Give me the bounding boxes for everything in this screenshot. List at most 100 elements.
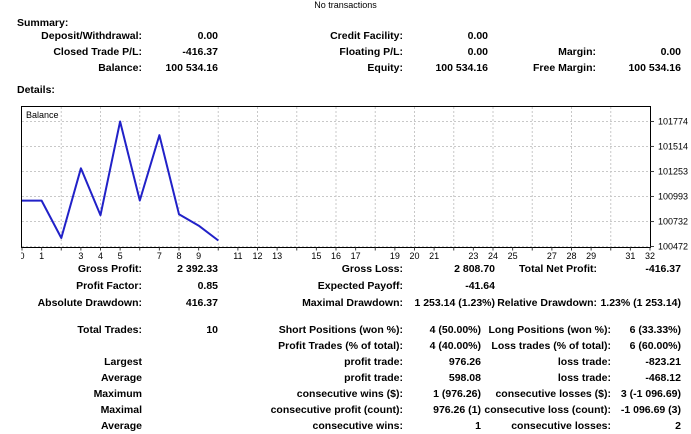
stat-value xyxy=(597,278,681,295)
stat-row: Balance: 100 534.16 Equity: 100 534.16 Free … xyxy=(0,60,681,76)
stat-label: Expected Payoff: xyxy=(317,280,403,293)
stat-label: Maximal Drawdown: xyxy=(302,297,403,310)
x-tick-label: 28 xyxy=(566,251,576,261)
stat-label: Deposit/Withdrawal: xyxy=(41,29,142,42)
stat-value: 976.26 xyxy=(448,355,481,368)
stat-label: Balance: xyxy=(98,61,142,74)
stat-value xyxy=(142,354,218,370)
stat-label: Average xyxy=(100,419,142,432)
stat-label: Credit Facility: xyxy=(330,29,403,42)
stat-value: -416.37 xyxy=(182,45,218,58)
stat-value: 0.85 xyxy=(197,280,218,293)
stat-label xyxy=(0,338,142,354)
stat-value: 1 253.14 (1.23%) xyxy=(414,297,495,310)
stat-value: 3 (-1 096.69) xyxy=(620,387,681,400)
stat-row: Deposit/Withdrawal: 0.00 Credit Facility: 0… xyxy=(0,28,681,44)
stat-value: 416.37 xyxy=(185,297,218,310)
stat-label: Closed Trade P/L: xyxy=(53,45,142,58)
stat-label: profit trade: xyxy=(344,371,403,384)
x-tick-label: 12 xyxy=(252,251,262,261)
y-tick-label: 101514 xyxy=(658,141,688,151)
stat-label: Relative Drawdown: xyxy=(497,297,597,310)
stat-value: 10 xyxy=(206,323,218,336)
x-tick-label: 21 xyxy=(429,251,439,261)
stat-label: profit trade: xyxy=(344,355,403,368)
y-tick-label: 101774 xyxy=(658,117,688,127)
stat-value: -468.12 xyxy=(645,371,681,384)
x-tick-label: 1 xyxy=(39,251,44,261)
x-tick-label: 24 xyxy=(488,251,498,261)
x-tick-label: 4 xyxy=(98,251,103,261)
x-tick-label: 9 xyxy=(196,251,201,261)
stat-value xyxy=(142,370,218,386)
stat-value: 0.00 xyxy=(467,29,488,42)
stat-value: 598.08 xyxy=(448,371,481,384)
stat-value: 0.00 xyxy=(660,45,681,58)
stat-value xyxy=(142,386,218,402)
stat-label: consecutive losses: xyxy=(511,419,611,432)
stat-label: Gross Profit: xyxy=(77,263,142,276)
x-tick-label: 31 xyxy=(625,251,635,261)
stat-row: Total Trades: 10 Short Positions (won %): 4… xyxy=(0,322,681,338)
stat-value: -1 096.69 (3) xyxy=(620,403,681,416)
y-tick-label: 101253 xyxy=(658,167,688,177)
stat-value: 1 xyxy=(475,419,481,432)
stat-value: 6 (33.33%) xyxy=(629,323,681,336)
stat-value: 2 808.70 xyxy=(454,263,495,276)
stat-value: 0.00 xyxy=(467,45,488,58)
stat-label: loss trade: xyxy=(557,371,611,384)
y-tick-label: 100732 xyxy=(658,217,688,227)
x-tick-label: 16 xyxy=(331,251,341,261)
stat-value: 1.23% (1 253.14) xyxy=(600,297,681,310)
stat-label: Profit Factor: xyxy=(76,280,142,293)
stat-value: 1 (976.26) xyxy=(433,387,481,400)
stat-row: Gross Profit: 2 392.33 Gross Loss: 2 808.70… xyxy=(0,261,681,278)
x-tick-label: 17 xyxy=(351,251,361,261)
chart-legend-balance: Balance xyxy=(26,110,59,120)
stat-label: consecutive wins ($): xyxy=(296,387,403,400)
stat-label: Short Positions (won %): xyxy=(278,323,403,336)
stat-label: Margin: xyxy=(558,45,596,58)
stat-row: Largest profit trade: 976.26 loss trade: -82… xyxy=(0,354,681,370)
stat-value xyxy=(142,402,218,418)
stat-label: consecutive profit (count): xyxy=(270,403,403,416)
stat-row: Absolute Drawdown: 416.37 Maximal Drawdown… xyxy=(0,295,681,312)
stat-value: 2 xyxy=(675,419,681,432)
stat-value: 100 534.16 xyxy=(165,61,218,74)
stat-value xyxy=(142,338,218,354)
stat-label: Absolute Drawdown: xyxy=(37,297,142,310)
x-tick-label: 20 xyxy=(409,251,419,261)
stat-label xyxy=(495,278,597,295)
stat-label: Profit Trades (% of total): xyxy=(278,339,403,352)
balance-chart: 0 1 3 4 5 7 8 9 11 12 13 15 16 17 19 20 21 23 24 25 27 28 29 31… xyxy=(21,106,688,261)
stat-row: Profit Trades (% of total): 4 (40.00%) Los… xyxy=(0,338,681,354)
stat-label: Floating P/L: xyxy=(339,45,403,58)
details-profit-table: Gross Profit: 2 392.33 Gross Loss: 2 808.70… xyxy=(0,261,681,312)
stat-value: -41.64 xyxy=(465,280,495,293)
stat-label: consecutive losses ($): xyxy=(495,387,611,400)
stat-value: 0.00 xyxy=(197,29,218,42)
x-tick-label: 32 xyxy=(645,251,655,261)
stat-value: -823.21 xyxy=(645,355,681,368)
x-tick-label: 25 xyxy=(508,251,518,261)
details-trades-table: Total Trades: 10 Short Positions (won %): 4… xyxy=(0,322,681,434)
balance-line xyxy=(22,120,219,242)
stat-value: 100 534.16 xyxy=(435,61,488,74)
stat-label: Maximal xyxy=(100,403,142,416)
x-tick-label: 19 xyxy=(390,251,400,261)
stat-label: Long Positions (won %): xyxy=(488,323,611,336)
no-transactions-note: No transactions xyxy=(314,0,377,10)
x-tick-label: 11 xyxy=(233,251,242,261)
x-tick-label: 15 xyxy=(311,251,321,261)
stat-value: -416.37 xyxy=(645,263,681,276)
summary-table: Deposit/Withdrawal: 0.00 Credit Facility: 0… xyxy=(0,28,681,76)
summary-section-title: Summary: xyxy=(17,17,69,29)
stat-label: Average xyxy=(100,371,142,384)
stat-row: Closed Trade P/L: -416.37 Floating P/L: 0.0… xyxy=(0,44,681,60)
y-tick-label: 100472 xyxy=(658,242,688,252)
details-section-title: Details: xyxy=(17,84,55,96)
stat-label: consecutive wins: xyxy=(312,419,403,432)
stat-row: Maximum consecutive wins ($): 1 (976.26) co… xyxy=(0,386,681,402)
stat-value: 4 (40.00%) xyxy=(429,339,481,352)
